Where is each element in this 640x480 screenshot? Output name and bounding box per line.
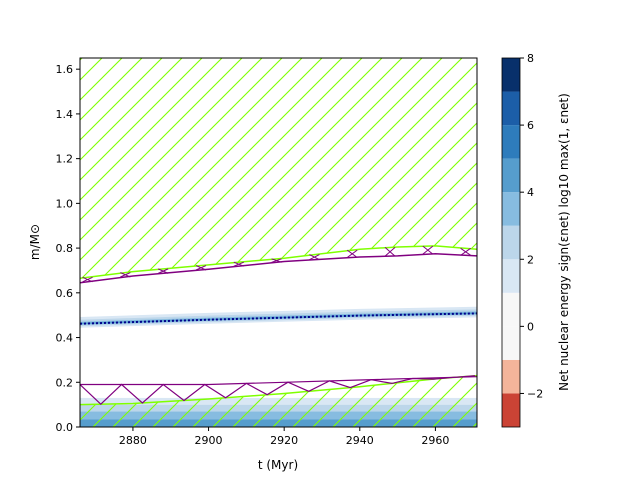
x-axis-label: t (Myr)	[258, 458, 298, 472]
colorbar-tick-label: −2	[527, 387, 543, 400]
y-tick-label: 1.0	[56, 197, 74, 210]
colorbar-segment	[502, 393, 520, 427]
colorbar-ticks: −2 0 2 4 6 8	[520, 52, 543, 400]
colorbar-segment	[502, 91, 520, 126]
x-tick-label: 2960	[421, 434, 449, 447]
overshoot-cross	[157, 268, 169, 274]
colorbar	[501, 57, 521, 428]
lower-overshoot-top	[80, 376, 477, 386]
colorbar-tick-label: 8	[527, 52, 534, 65]
overshoot-cross	[384, 247, 396, 257]
y-tick-label: 0.0	[56, 421, 74, 434]
y-axis-ticks: 0.0 0.2 0.4 0.6 0.8 1.0 1.2 1.4 1.6	[56, 63, 80, 434]
overshoot-cross	[346, 249, 358, 258]
convective-envelope-region	[80, 58, 477, 279]
colorbar-segment	[502, 158, 520, 193]
colorbar-tick-label: 0	[527, 320, 534, 333]
y-tick-label: 0.8	[56, 242, 74, 255]
colorbar-tick-label: 2	[527, 253, 534, 266]
colorbar-segment	[502, 58, 520, 92]
plot-area	[80, 58, 477, 427]
x-axis-ticks: 2880 2900 2920 2940 2960	[119, 427, 449, 447]
overshoot-cross	[422, 245, 434, 255]
colorbar-tick-label: 4	[527, 186, 534, 199]
y-tick-label: 1.2	[56, 153, 74, 166]
colorbar-segment	[502, 125, 520, 159]
axes-frame	[79, 57, 478, 428]
y-tick-label: 1.4	[56, 108, 74, 121]
y-tick-label: 0.2	[56, 376, 74, 389]
y-tick-label: 0.6	[56, 287, 74, 300]
x-tick-label: 2920	[270, 434, 298, 447]
colorbar-segment	[502, 292, 520, 327]
burning-shell-line	[80, 312, 477, 325]
y-tick-label: 1.6	[56, 63, 74, 76]
overshoot-cross	[120, 272, 131, 278]
convective-core-region	[80, 375, 477, 427]
y-tick-label: 0.4	[56, 332, 74, 345]
colorbar-segment	[502, 359, 520, 394]
colorbar-tick-label: 6	[527, 119, 534, 132]
x-tick-label: 2900	[195, 434, 223, 447]
colorbar-segment	[502, 225, 520, 260]
overshoot-envelope-crosses	[82, 245, 471, 283]
overshoot-cross	[195, 265, 207, 271]
overshoot-cross	[271, 258, 282, 263]
colorbar-segment	[502, 259, 520, 293]
overshoot-cross	[82, 276, 93, 283]
overshoot-cross	[233, 261, 244, 267]
overshoot-envelope-boundary	[80, 252, 477, 284]
lower-overshoot-zigzag	[80, 375, 476, 406]
overshoot-cross	[309, 254, 320, 261]
y-axis-label: m/M⊙	[28, 224, 42, 260]
x-tick-label: 2940	[346, 434, 374, 447]
x-tick-label: 2880	[119, 434, 147, 447]
colorbar-segment	[502, 326, 520, 360]
overshoot-cross	[460, 247, 471, 256]
colorbar-segment	[502, 192, 520, 226]
colorbar-frame	[501, 57, 521, 428]
colorbar-label: Net nuclear energy sign(εnet) log10 max(…	[557, 93, 571, 391]
convective-envelope-boundary	[80, 245, 477, 280]
